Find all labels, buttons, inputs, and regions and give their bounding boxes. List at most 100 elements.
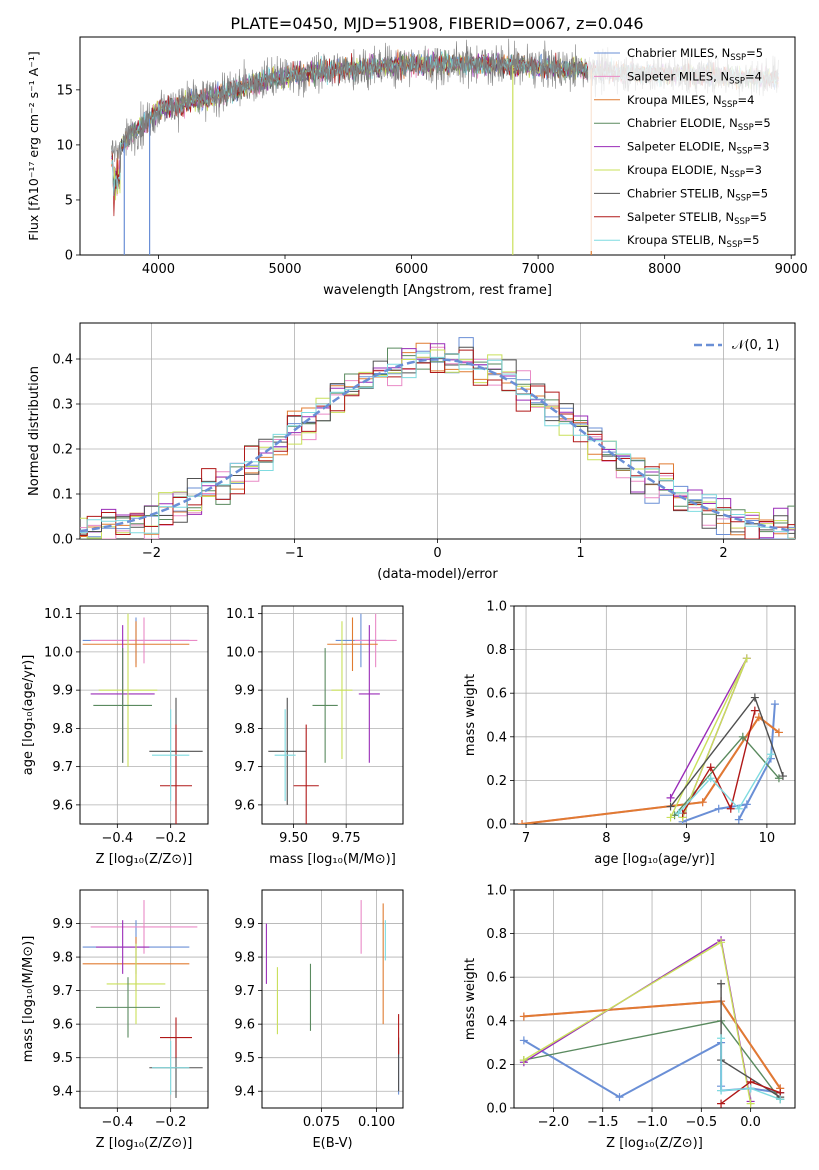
histogram-kroupa_stelib	[80, 352, 795, 539]
figure-title: PLATE=0450, MJD=51908, FIBERID=0067, z=0…	[230, 14, 643, 33]
plot-frame	[79, 605, 209, 825]
age_vs_Z-points	[82, 613, 203, 824]
y-tick-label: 9.9	[52, 684, 73, 699]
y-tick-label: 9.6	[52, 1018, 73, 1033]
y-tick-label: 10.0	[44, 645, 73, 660]
y-tick-label: 0.2	[486, 774, 507, 789]
y-tick-label: 0.2	[486, 1058, 507, 1073]
mass_vs_ebv-panel: 0.075 0.100 9.4 9.5 9.6 9.7 9.8 9.9 E(B-V)	[234, 889, 404, 1151]
weight-marker-kroupa_elodie	[742, 654, 751, 663]
histogram-salpeter_stelib	[80, 349, 795, 539]
x-tick-label: 2	[719, 546, 727, 561]
weight-line-salpeter_stelib	[682, 710, 756, 814]
histogram-salpeter_miles	[80, 346, 795, 539]
x-tick-label: −0.4	[102, 1115, 134, 1130]
y-tick-label: 5	[65, 193, 73, 208]
weight_vs_Z-series	[519, 936, 785, 1108]
y-tick-label: 9.9	[234, 917, 255, 932]
weight-marker-chabrier_miles	[714, 804, 723, 813]
x-axis-label: mass [log₁₀(M/M⊙)]	[269, 852, 396, 867]
y-axis-label: mass [log₁₀(M/M⊙)]	[21, 936, 36, 1063]
weight-line-chabrier_miles	[682, 704, 776, 823]
x-tick-label: 9	[682, 831, 690, 846]
y-tick-label: 10.0	[226, 645, 255, 660]
weight-marker-kroupa_stelib	[776, 1095, 785, 1104]
legend-label-normal: 𝒩(0, 1)	[732, 338, 779, 353]
y-tick-label: 9.9	[52, 917, 73, 932]
x-tick-label: 0.075	[303, 1115, 340, 1130]
legend-label: Salpeter MILES, NSSP=4	[627, 69, 762, 86]
weight-marker-kroupa_stelib	[746, 1084, 755, 1093]
y-tick-label: 9.7	[52, 984, 73, 999]
legend-label: Kroupa STELIB, NSSP=5	[627, 233, 759, 250]
weight-line-chabrier_stelib	[670, 696, 784, 808]
weight-marker-chabrier_miles	[615, 1093, 624, 1102]
weight-marker-kroupa_elodie	[717, 938, 726, 947]
y-tick-label: 9.5	[52, 1051, 73, 1066]
y-axis-label: mass weight	[463, 674, 478, 756]
y-tick-label: 9.4	[52, 1085, 73, 1100]
plot-frame	[79, 36, 796, 256]
weight-marker-chabrier_stelib	[750, 693, 759, 702]
x-tick-label: −1.0	[636, 1115, 668, 1130]
weight-marker-kroupa_elodie	[666, 813, 675, 822]
y-axis-label: age [log₁₀(age/yr)]	[21, 655, 36, 776]
legend-label: Chabrier MILES, NSSP=5	[627, 46, 763, 63]
histogram-salpeter_elodie	[80, 343, 795, 539]
y-tick-label: 0.4	[486, 730, 507, 745]
y-tick-label: 0.0	[486, 1102, 507, 1117]
weight-marker-kroupa_miles	[519, 1012, 528, 1021]
plot-frame	[261, 889, 404, 1109]
legend-label: Salpeter ELODIE, NSSP=3	[627, 140, 770, 157]
plot-frame	[79, 322, 796, 540]
y-tick-label: 9.7	[234, 984, 255, 999]
x-axis-label: Z [log₁₀(Z/Z⊙)]	[96, 1136, 193, 1151]
weight-marker-kroupa_stelib	[706, 774, 715, 783]
x-tick-label: 9.50	[279, 831, 308, 846]
y-tick-label: 9.8	[234, 951, 255, 966]
weight-marker-salpeter_elodie	[666, 793, 675, 802]
weight-marker-salpeter_stelib	[750, 706, 759, 715]
age_vs_mass-points	[268, 613, 397, 824]
y-tick-label: 9.6	[52, 798, 73, 813]
x-axis-label: age [log₁₀(age/yr)]	[594, 852, 715, 867]
mass_vs_Z-points	[82, 900, 203, 1098]
x-tick-label: 4000	[142, 262, 175, 277]
x-tick-label: 6000	[395, 262, 428, 277]
weight-marker-chabrier_miles	[742, 800, 751, 809]
x-tick-label: 7	[522, 831, 530, 846]
weight-line-kroupa_stelib	[720, 1038, 781, 1100]
weight-marker-chabrier_miles	[734, 815, 743, 824]
x-tick-label: 1	[576, 546, 584, 561]
y-tick-label: 0.8	[486, 927, 507, 942]
mass_vs_Z-panel: −0.4 −0.2 9.4 9.5 9.6 9.7 9.8 9.9 Z [log₁₀(Z/Z⊙)…	[21, 889, 209, 1151]
y-tick-label: 9.6	[234, 1018, 255, 1033]
x-tick-label: 10	[759, 831, 776, 846]
normal-curve	[80, 358, 793, 533]
y-tick-label: 0.8	[486, 643, 507, 658]
x-axis-label: wavelength [Angstrom, rest frame]	[323, 283, 552, 298]
legend-label: Chabrier ELODIE, NSSP=5	[627, 116, 771, 133]
weight-line-kroupa_elodie	[523, 941, 752, 1104]
x-tick-label: 9.75	[332, 831, 361, 846]
y-axis-label: Flux [fλ10⁻¹⁷ erg cm⁻² s⁻¹ A⁻¹]	[26, 51, 41, 240]
y-tick-label: 0.2	[52, 443, 73, 458]
weight-marker-chabrier_stelib	[778, 772, 787, 781]
x-tick-label: 8	[602, 831, 610, 846]
age_vs_Z-panel: −0.4 −0.2 9.6 9.7 9.8 9.9 10.0 10.1 Z [log₁₀(Z/Z…	[21, 605, 209, 867]
weight-marker-kroupa_stelib	[674, 809, 683, 818]
y-tick-label: 0.4	[52, 353, 73, 368]
y-tick-label: 0.6	[486, 971, 507, 986]
x-tick-label: 8000	[648, 262, 681, 277]
x-tick-label: −2	[142, 546, 161, 561]
weight_vs_age-series	[518, 654, 787, 824]
y-tick-label: 9.4	[234, 1085, 255, 1100]
y-axis-label: mass weight	[463, 958, 478, 1040]
weight-marker-kroupa_stelib	[766, 750, 775, 759]
y-tick-label: 0.1	[52, 488, 73, 503]
x-axis-label: E(B-V)	[312, 1136, 352, 1151]
weight-marker-chabrier_miles	[519, 1036, 528, 1045]
x-axis-label: (data-model)/error	[377, 567, 498, 582]
x-axis-label: Z [log₁₀(Z/Z⊙)]	[96, 852, 193, 867]
weight-marker-kroupa_miles	[518, 820, 527, 824]
